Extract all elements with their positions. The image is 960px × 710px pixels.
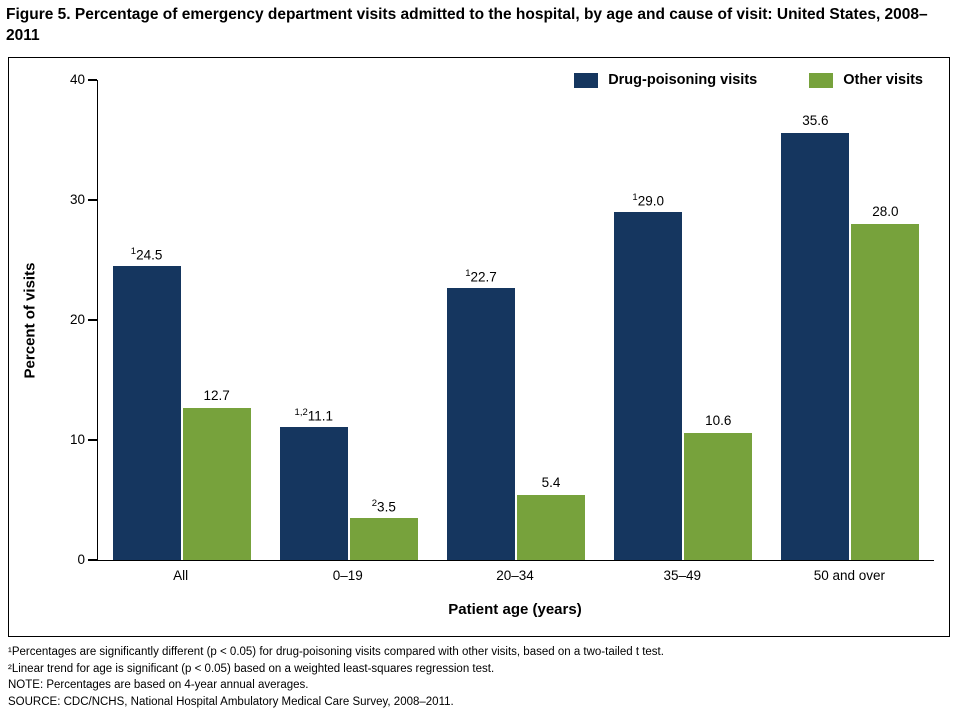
- footnote-1: ¹Percentages are significantly different…: [8, 646, 664, 658]
- y-tick-mark: [88, 559, 97, 561]
- bar-other-3: 10.6: [684, 413, 753, 560]
- bar-group-4: 35.6 28.0: [767, 80, 934, 560]
- bar-drug-poisoning-3: 129.0: [614, 192, 683, 560]
- plot-area: 124.5 12.7 1,211.1 23.5 122.7 5.4 129.0 10.6 35.…: [97, 80, 934, 561]
- legend-swatch-other: [809, 72, 834, 88]
- y-tick-label-10: 10: [69, 432, 85, 447]
- bar-value-label: 28.0: [872, 204, 899, 219]
- bar-group-1: 1,211.1 23.5: [265, 80, 432, 560]
- bar-other-2: 5.4: [517, 475, 585, 560]
- y-tick-label-40: 40: [69, 72, 85, 87]
- x-tick-label-0: All: [173, 568, 189, 583]
- footnote-note: NOTE: Percentages are based on 4-year an…: [8, 679, 309, 692]
- y-tick-mark: [88, 79, 97, 81]
- bar-drug-poisoning-1: 1,211.1: [279, 407, 348, 560]
- bar-drug-poisoning-4: 35.6: [781, 113, 850, 560]
- bar-value-label: 124.5: [130, 246, 163, 263]
- y-axis-title: Percent of visits: [21, 262, 39, 378]
- bar-value-label: 23.5: [371, 498, 396, 515]
- bar-other-0: 12.7: [182, 388, 251, 560]
- bar-value-label: 1,211.1: [294, 406, 334, 424]
- footnotes: ¹Percentages are significantly different…: [8, 644, 952, 710]
- legend-swatch-drug-poisoning: [574, 72, 599, 88]
- x-axis-labels: All 0–19 20–34 35–49 50 and over: [97, 568, 933, 583]
- legend-label-drug-poisoning: Drug-poisoning visits: [608, 72, 758, 88]
- bar-other-1: 23.5: [349, 498, 418, 560]
- y-tick-mark: [88, 439, 97, 441]
- y-tick-mark: [88, 199, 97, 201]
- bar-value-label: 129.0: [632, 192, 664, 209]
- bar-value-label: 10.6: [705, 412, 732, 428]
- legend-item-other: Other visits: [809, 72, 923, 88]
- y-tick-label-20: 20: [69, 312, 85, 327]
- bar-other-4: 28.0: [851, 204, 920, 560]
- x-tick-label-3: 35–49: [663, 568, 701, 583]
- bar-value-label: 35.6: [802, 112, 829, 128]
- x-tick-label-1: 0–19: [332, 568, 363, 583]
- bar-value-label: 122.7: [465, 267, 497, 285]
- bar-group-3: 129.0 10.6: [600, 80, 767, 560]
- y-tick-label-30: 30: [69, 192, 85, 207]
- footnote-2: ²Linear trend for age is significant (p …: [8, 662, 495, 675]
- figure-title: Figure 5. Percentage of emergency depart…: [6, 6, 928, 44]
- x-tick-label-4: 50 and over: [813, 568, 886, 583]
- x-axis-title: Patient age (years): [448, 601, 582, 618]
- bar-group-0: 124.5 12.7: [98, 80, 265, 560]
- bar-value-label: 12.7: [203, 387, 230, 403]
- chart-frame: Drug-poisoning visits Other visits Perce…: [8, 57, 950, 637]
- legend: Drug-poisoning visits Other visits: [574, 72, 923, 88]
- y-axis-title-wrap: Percent of visits: [15, 80, 45, 560]
- footnote-source: SOURCE: CDC/NCHS, National Hospital Ambu…: [8, 696, 454, 709]
- legend-item-drug-poisoning: Drug-poisoning visits: [574, 72, 757, 88]
- x-tick-label-2: 20–34: [496, 568, 534, 583]
- y-tick-label-0: 0: [77, 552, 85, 567]
- bar-drug-poisoning-2: 122.7: [447, 268, 515, 560]
- legend-label-other: Other visits: [843, 72, 923, 88]
- y-tick-mark: [88, 319, 97, 321]
- bar-drug-poisoning-0: 124.5: [112, 246, 181, 560]
- bar-group-2: 122.7 5.4: [432, 80, 599, 560]
- bar-value-label: 5.4: [541, 475, 561, 491]
